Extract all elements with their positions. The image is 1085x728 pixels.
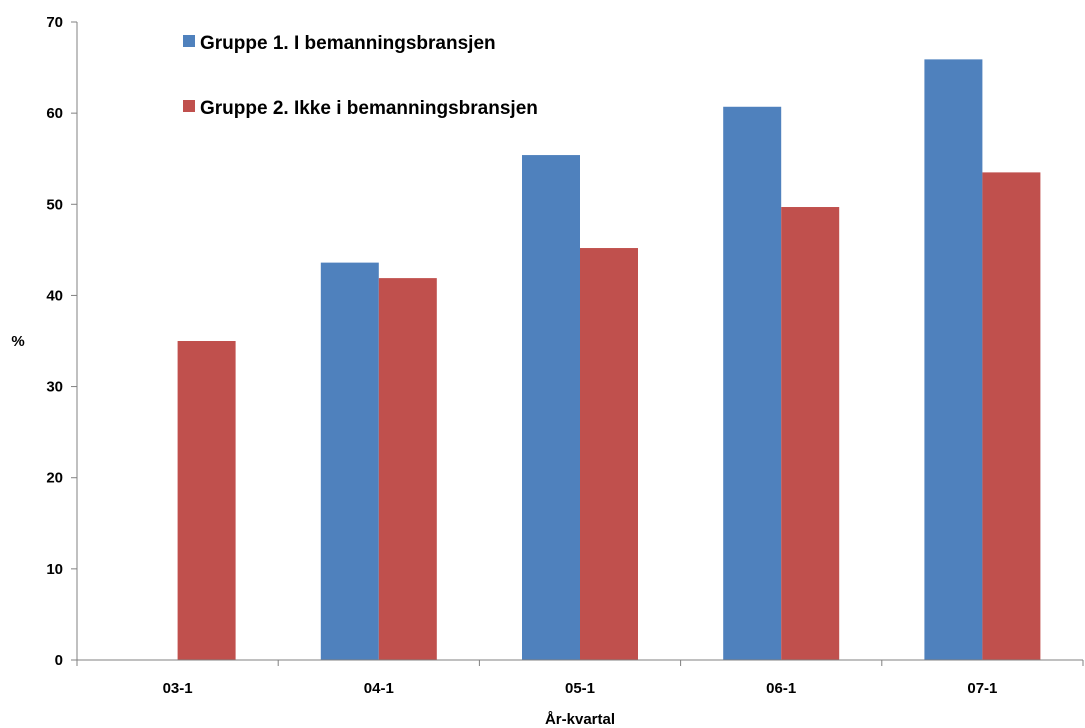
y-tick-label: 70 [46,14,63,31]
bar-series-2-06-1 [781,207,840,660]
bar-series-1-04-1 [320,262,379,660]
bar-series-1-05-1 [522,155,580,660]
legend-label-series-2: Gruppe 2. Ikke i bemanningsbransjen [200,98,538,119]
y-tick-label: 60 [46,105,63,122]
x-tick-label: 07-1 [967,680,997,697]
y-axis-ticks: 0 10 20 30 40 50 60 70 [46,14,77,669]
bar-series-1-07-1 [924,59,983,660]
bar-series-1-06-1 [723,106,782,660]
x-tick-label: 03-1 [163,680,193,697]
legend-swatch-series-1 [183,35,195,47]
x-tick-label: 04-1 [364,680,394,697]
x-tick-label: 05-1 [565,680,595,697]
bar-series-2-07-1 [982,172,1041,660]
y-axis-label: % [11,333,24,350]
bar-series-2-04-1 [378,278,437,660]
y-tick-label: 0 [55,652,63,669]
y-tick-label: 20 [46,470,63,487]
bars [177,59,1041,660]
x-axis-ticks: 03-1 04-1 05-1 06-1 07-1 [76,660,1084,697]
y-tick-label: 30 [46,379,63,396]
y-tick-label: 50 [46,196,63,213]
legend-swatch-series-2 [183,100,195,112]
legend: Gruppe 1. I bemanningsbransjen Gruppe 2.… [183,33,538,119]
y-tick-label: 10 [46,561,63,578]
x-axis-label: År-kvartal [545,711,615,728]
x-tick-label: 06-1 [766,680,796,697]
bar-series-2-03-1 [177,341,236,660]
y-tick-label: 40 [46,287,63,304]
legend-label-series-1: Gruppe 1. I bemanningsbransjen [200,33,496,54]
bar-series-2-05-1 [580,248,638,660]
